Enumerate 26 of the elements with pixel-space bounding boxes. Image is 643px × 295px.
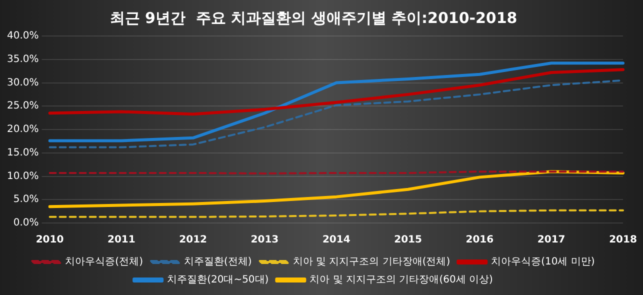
legend-label: 치아우식증(전체) bbox=[65, 256, 144, 268]
y-tick-label: 5.0% bbox=[13, 194, 39, 206]
legend-label: 치주질환(전체) bbox=[184, 256, 252, 268]
x-tick-label: 2010 bbox=[36, 234, 64, 246]
y-tick-label: 40.0% bbox=[6, 30, 39, 42]
y-tick-label: 20.0% bbox=[6, 124, 39, 136]
x-tick-label: 2011 bbox=[108, 234, 136, 246]
legend-label: 치아우식증(10세 미만) bbox=[491, 256, 595, 268]
y-tick-label: 35.0% bbox=[6, 54, 39, 65]
x-tick-label: 2014 bbox=[322, 234, 350, 246]
chart-title: 최근 9년간 주요 치과질환의 생애주기별 추이:2010-2018 bbox=[110, 8, 518, 27]
x-tick-label: 2017 bbox=[537, 234, 566, 246]
legend-label: 치아 및 지지구조의 기타장애(60세 이상) bbox=[310, 274, 494, 286]
y-tick-label: 0.0% bbox=[13, 218, 39, 229]
y-tick-label: 10.0% bbox=[6, 170, 39, 182]
x-tick-label: 2015 bbox=[394, 234, 422, 246]
x-tick-label: 2013 bbox=[250, 234, 279, 246]
legend-label: 치주질환(20대~50대) bbox=[167, 274, 269, 286]
y-tick-label: 25.0% bbox=[6, 100, 39, 112]
x-tick-label: 2016 bbox=[466, 234, 494, 246]
legend-label: 치아 및 지지구조의 기타장애(전체) bbox=[292, 256, 450, 268]
y-tick-label: 30.0% bbox=[6, 77, 39, 88]
y-tick-label: 15.0% bbox=[6, 147, 39, 158]
x-tick-label: 2018 bbox=[609, 234, 637, 246]
x-tick-label: 2012 bbox=[179, 234, 208, 246]
line-series bbox=[48, 209, 624, 218]
